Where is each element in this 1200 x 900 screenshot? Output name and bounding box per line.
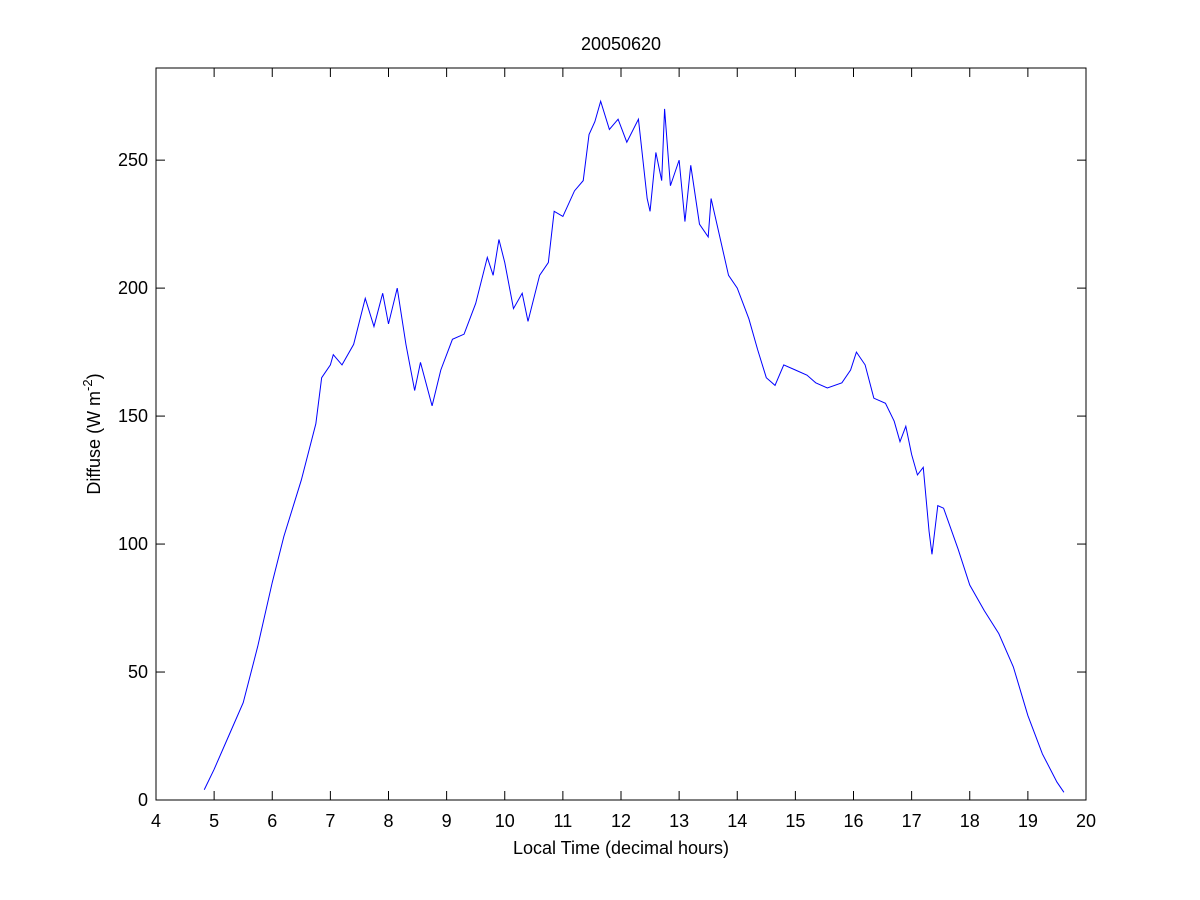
x-tick-label: 7 bbox=[325, 811, 335, 831]
y-tick-label: 0 bbox=[138, 790, 148, 810]
x-tick-label: 14 bbox=[727, 811, 747, 831]
x-tick-label: 6 bbox=[267, 811, 277, 831]
x-tick-label: 19 bbox=[1018, 811, 1038, 831]
x-tick-label: 12 bbox=[611, 811, 631, 831]
x-tick-label: 11 bbox=[554, 811, 573, 831]
plot-frame bbox=[155, 67, 1087, 801]
x-tick-label: 15 bbox=[785, 811, 805, 831]
y-tick-label: 50 bbox=[128, 662, 148, 682]
x-tick-label: 13 bbox=[669, 811, 689, 831]
y-label-main: Diffuse (W m bbox=[84, 391, 104, 495]
x-axis-label: Local Time (decimal hours) bbox=[513, 838, 729, 858]
x-tick-label: 20 bbox=[1076, 811, 1096, 831]
x-tick-label: 17 bbox=[902, 811, 922, 831]
y-axis-label: Diffuse (W m-2) bbox=[80, 373, 104, 494]
y-tick-label: 200 bbox=[118, 278, 148, 298]
data-line bbox=[203, 99, 1065, 793]
chart-title: 20050620 bbox=[581, 34, 661, 54]
y-tick-label: 150 bbox=[118, 406, 148, 426]
x-tick-label: 10 bbox=[495, 811, 515, 831]
x-tick-label: 4 bbox=[151, 811, 161, 831]
y-tick-label: 100 bbox=[118, 534, 148, 554]
x-tick-label: 8 bbox=[383, 811, 393, 831]
y-label-end: ) bbox=[84, 373, 104, 379]
x-tick-label: 16 bbox=[843, 811, 863, 831]
x-tick-label: 9 bbox=[442, 811, 452, 831]
y-label-sup: -2 bbox=[80, 379, 95, 391]
y-tick-label: 250 bbox=[118, 150, 148, 170]
x-tick-label: 5 bbox=[209, 811, 219, 831]
x-tick-label: 18 bbox=[960, 811, 980, 831]
